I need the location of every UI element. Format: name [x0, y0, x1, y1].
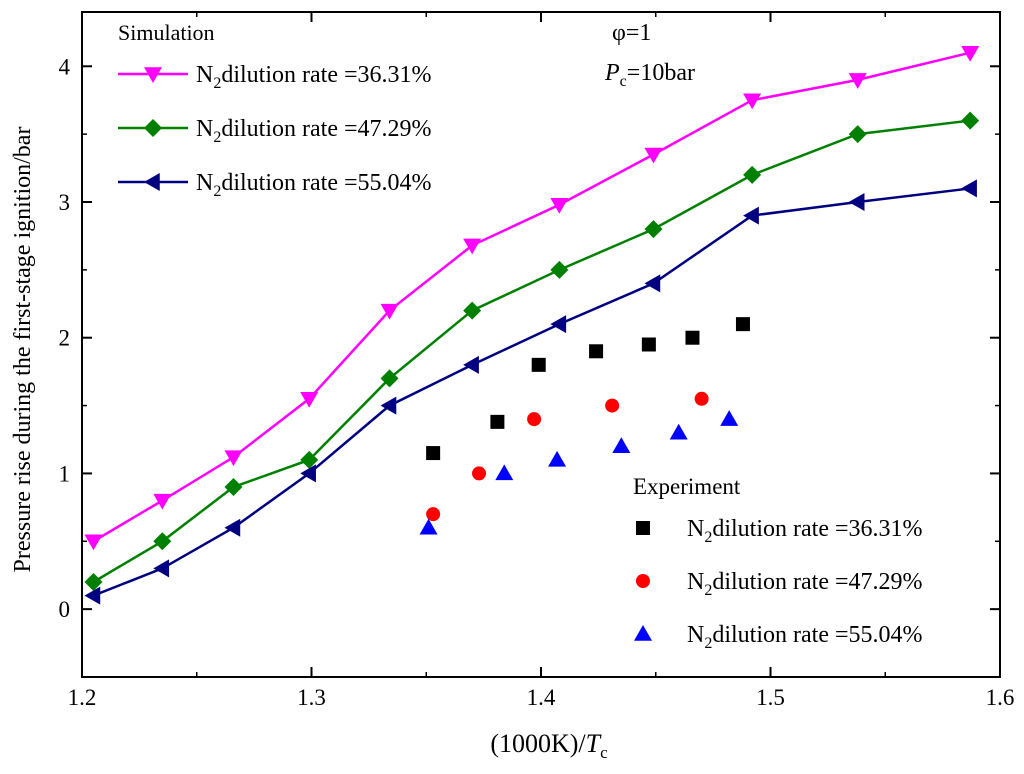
x-axis-label: (1000K)/Tc: [490, 729, 608, 762]
data-point: [84, 534, 103, 551]
data-point: [527, 412, 542, 427]
data-point: [550, 260, 569, 279]
y-tick-label: 2: [59, 326, 71, 351]
data-point: [605, 398, 620, 413]
data-point: [84, 586, 101, 605]
legend-marker: [144, 173, 160, 191]
data-point: [495, 464, 514, 481]
series-4: [426, 317, 750, 461]
data-point: [720, 410, 739, 426]
data-point: [463, 355, 479, 374]
data-point: [961, 179, 977, 198]
legend-item-simulation: N2dilution rate =55.04%: [118, 170, 432, 200]
x-tick-label: 1.5: [756, 685, 785, 710]
data-point: [419, 518, 438, 535]
legend-label: N2dilution rate =47.29%: [196, 116, 432, 146]
data-point: [848, 73, 867, 89]
data-point: [848, 125, 867, 144]
data-point: [463, 238, 482, 255]
data-point: [224, 478, 243, 496]
data-point: [550, 315, 567, 334]
legend-item-simulation: N2dilution rate =47.29%: [118, 116, 432, 146]
legend-title-experiment: Experiment: [633, 474, 741, 499]
x-tick-label: 1.6: [986, 685, 1015, 710]
data-point: [224, 450, 243, 467]
legend-label: N2dilution rate =36.31%: [196, 62, 432, 92]
legend-marker: [144, 67, 162, 83]
annotation-pc: Pc=10bar: [604, 60, 695, 90]
data-point: [380, 303, 399, 320]
series-3: [84, 179, 977, 605]
data-point: [300, 450, 319, 469]
data-point: [224, 518, 241, 537]
data-point: [644, 147, 663, 164]
legend-marker: [144, 119, 162, 137]
data-point: [848, 193, 865, 211]
y-tick-label: 4: [59, 54, 71, 79]
data-point: [641, 337, 656, 352]
legend-item-experiment: N2dilution rate =55.04%: [634, 622, 923, 652]
legend-label: N2dilution rate =36.31%: [687, 516, 923, 546]
data-point: [743, 165, 762, 184]
legend-item-simulation: N2dilution rate =36.31%: [118, 62, 432, 92]
data-point: [644, 274, 661, 293]
legend-marker: [636, 574, 650, 588]
data-point: [531, 357, 546, 372]
x-tick-label: 1.4: [527, 685, 556, 710]
data-point: [961, 45, 980, 62]
data-point: [300, 392, 319, 408]
legend-item-experiment: N2dilution rate =36.31%: [636, 516, 923, 546]
x-tick-label: 1.2: [68, 685, 97, 710]
data-point: [685, 330, 700, 345]
data-point: [743, 206, 759, 225]
data-point: [490, 414, 505, 429]
data-point: [694, 391, 709, 406]
legend-label: N2dilution rate =47.29%: [687, 569, 923, 599]
data-point: [380, 369, 399, 388]
data-point: [548, 450, 567, 467]
legend-item-experiment: N2dilution rate =47.29%: [636, 569, 923, 599]
plot-layer: [84, 45, 980, 605]
series-2: [84, 111, 980, 591]
data-point: [463, 301, 482, 320]
axes: 1.2 1.3 1.4 1.5 1.6 0 1 2 3 4 (1000K)/Tc Pressure r…: [10, 11, 1015, 762]
data-point: [153, 493, 172, 510]
legends: Simulation N2dilution rate =36.31% N2dilut…: [118, 20, 923, 652]
legend-marker: [636, 521, 650, 535]
data-point: [743, 93, 762, 110]
legend-label: N2dilution rate =55.04%: [196, 170, 432, 200]
legend-title-simulation: Simulation: [118, 20, 215, 45]
data-point: [589, 344, 604, 359]
annotation-phi: φ=1: [612, 20, 651, 46]
data-point: [669, 423, 688, 440]
series-6: [419, 410, 739, 535]
data-point: [153, 532, 172, 551]
legend-marker: [634, 625, 652, 641]
series-1: [84, 45, 980, 551]
legend-label: N2dilution rate =55.04%: [687, 622, 923, 652]
annotations: φ=1 Pc=10bar: [604, 20, 695, 90]
y-axis-label: Pressure rise during the first-stage ign…: [10, 127, 36, 573]
data-point: [153, 559, 170, 578]
data-point: [300, 464, 316, 483]
data-point: [84, 573, 103, 591]
y-tick-label: 0: [59, 597, 71, 622]
data-point: [735, 317, 750, 332]
series-5: [426, 391, 709, 522]
x-tick-label: 1.3: [297, 685, 326, 710]
data-point: [961, 111, 980, 130]
data-point: [612, 437, 631, 454]
y-tick-label: 1: [59, 461, 71, 486]
data-point: [472, 466, 487, 481]
data-point: [426, 507, 441, 522]
data-point: [550, 197, 569, 214]
data-point: [380, 396, 397, 415]
data-point: [644, 220, 663, 239]
y-tick-label: 3: [59, 190, 71, 215]
data-point: [426, 446, 441, 461]
